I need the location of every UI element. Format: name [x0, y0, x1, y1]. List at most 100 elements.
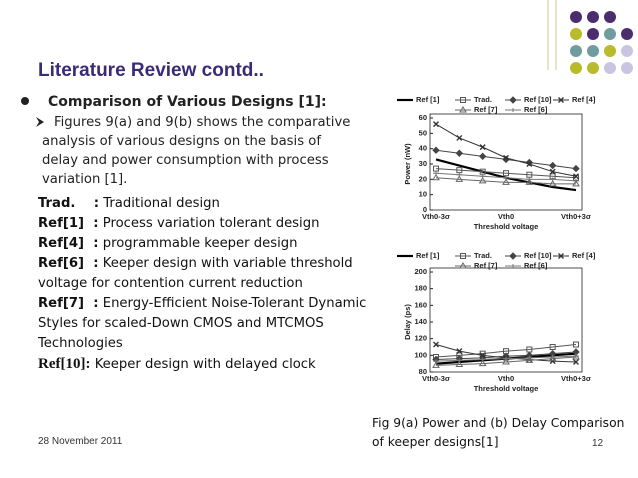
marker	[549, 355, 556, 359]
marker	[573, 178, 579, 183]
marker	[478, 359, 487, 367]
definition: Trad. : Traditional design	[38, 194, 368, 214]
x-tick-label: Vth0-3σ	[422, 374, 450, 383]
x-tick-label: Vth0+3σ	[561, 212, 591, 221]
marker	[510, 264, 516, 268]
legend-label: Ref [1]	[416, 251, 440, 260]
marker	[526, 177, 533, 182]
plot-frame	[429, 113, 583, 211]
legend-label: Trad.	[474, 251, 492, 260]
legend-label: Ref [10]	[524, 251, 552, 260]
x-tick-label: Vth0	[498, 374, 514, 383]
y-tick-label: 40	[419, 144, 427, 153]
series-line	[435, 177, 576, 185]
term: Ref[4] :	[38, 236, 99, 251]
arrow-bullet	[36, 117, 44, 127]
marker	[432, 173, 440, 181]
marker	[549, 344, 556, 350]
y-axis-label: Delay (ps)	[403, 304, 412, 340]
y-tick-label: 140	[414, 317, 427, 326]
marker	[558, 97, 564, 103]
term: Trad. :	[38, 196, 100, 211]
bullet-dot	[21, 97, 29, 105]
decor-dots	[570, 11, 633, 74]
marker	[503, 170, 509, 177]
marker	[558, 253, 564, 259]
marker	[572, 179, 580, 187]
y-tick-label: 30	[419, 159, 427, 168]
marker	[548, 354, 557, 362]
marker	[510, 108, 516, 112]
marker	[459, 262, 467, 269]
marker	[479, 357, 486, 362]
definition: Ref[10]: Keeper design with delayed cloc…	[38, 354, 368, 375]
marker	[456, 348, 463, 355]
y-tick-label: 60	[419, 113, 427, 122]
date: 28 November 2011	[38, 436, 123, 447]
series-line	[435, 168, 577, 179]
sub-bullet: Figures 9(a) and 9(b) shows the comparat…	[42, 115, 351, 187]
marker	[455, 175, 464, 182]
marker	[549, 358, 556, 365]
definition-text: programmable keeper design	[102, 236, 298, 251]
marker	[433, 165, 439, 172]
definition: Ref[7] : Energy-Efficient Noise-Tolerant…	[38, 294, 368, 354]
legend-label: Ref [4]	[572, 95, 596, 104]
y-axis-label: Power (nW)	[403, 143, 412, 185]
page-number: 12	[592, 438, 604, 449]
marker	[525, 356, 534, 363]
definition: Ref[4] : programmable keeper design	[38, 234, 368, 254]
y-tick-label: 0	[423, 205, 427, 214]
marker	[503, 356, 509, 361]
legend-label: Ref [10]	[524, 95, 552, 104]
definition: Ref[6] : Keeper design with variable thr…	[38, 254, 368, 294]
marker	[456, 167, 463, 174]
marker	[526, 355, 533, 360]
y-tick-label: 20	[419, 174, 427, 183]
marker	[459, 106, 467, 113]
definition: Ref[1] : Process variation tolerant desi…	[38, 214, 368, 234]
marker	[549, 177, 556, 182]
legend-label: Ref [1]	[416, 95, 440, 104]
y-tick-label: 120	[414, 334, 427, 343]
definition-text: Energy-Efficient Noise-Tolerant Dynamic …	[38, 296, 367, 351]
marker	[549, 168, 556, 175]
y-tick-label: 80	[419, 367, 427, 376]
marker	[573, 354, 579, 359]
marker	[479, 174, 486, 179]
marker	[479, 168, 486, 175]
marker	[548, 161, 557, 170]
y-tick-label: 160	[414, 300, 427, 309]
marker	[433, 341, 439, 348]
plot-frame	[429, 267, 583, 373]
marker	[432, 361, 440, 368]
caption: Fig 9(a) Power and (b) Delay Comparison …	[372, 416, 625, 449]
term: Ref[1] :	[38, 216, 99, 231]
title: Literature Review contd..	[38, 60, 264, 81]
marker	[502, 358, 510, 365]
marker	[456, 358, 463, 363]
marker	[460, 97, 466, 103]
legend-label: Ref [6]	[524, 105, 548, 114]
marker	[573, 359, 579, 365]
y-tick-label: 100	[414, 350, 427, 359]
marker	[460, 253, 466, 259]
marker	[548, 179, 557, 187]
marker	[509, 252, 517, 260]
marker	[503, 175, 509, 180]
x-tick-label: Vth0-3σ	[422, 212, 450, 221]
marker	[456, 172, 463, 177]
marker	[432, 146, 440, 154]
legend-label: Ref [7]	[474, 261, 498, 270]
term: Ref[7] :	[38, 296, 99, 311]
marker	[433, 121, 439, 128]
legend-label: Trad.	[474, 95, 492, 104]
x-tick-label: Vth0+3σ	[561, 374, 591, 383]
marker	[479, 352, 486, 359]
legend-label: Ref [4]	[572, 251, 596, 260]
legend-label: Ref [6]	[524, 261, 548, 270]
term: Ref[6] :	[38, 256, 99, 271]
y-tick-label: 10	[419, 190, 427, 199]
